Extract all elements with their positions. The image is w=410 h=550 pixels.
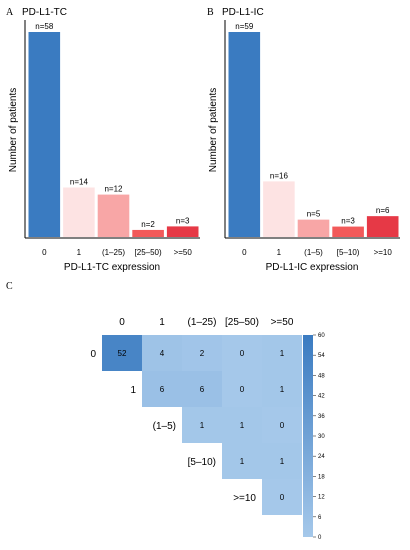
heatmap-value-3-4: 1	[280, 457, 285, 466]
panel-letter-b: B	[207, 7, 214, 18]
heatmap-value-4-4: 0	[280, 493, 285, 502]
panel-a-data-label-2: n=12	[104, 185, 123, 194]
panel-b-x-tick-3: [5–10)	[337, 248, 360, 257]
heatmap-cell-1-3	[222, 371, 262, 407]
heatmap-cell-0-1	[142, 335, 182, 371]
panel-c: C 52 4 2 0 16 6 0 11 1 01 100 1 (1–25) [25–50) >=5001(…	[6, 281, 325, 541]
heatmap-value-0-4: 1	[280, 349, 285, 358]
heatmap-value-1-1: 6	[160, 385, 165, 394]
panel-a-bar-2	[97, 194, 130, 237]
heatmap-cell-1-4	[262, 371, 302, 407]
heatmap-value-0-1: 4	[160, 349, 165, 358]
panel-a-x-tick-1: 1	[77, 248, 82, 257]
panel-a-x-tick-4: >=50	[174, 248, 193, 257]
colorbar-tick-2: 48	[318, 373, 325, 379]
heatmap-row-label-0: 0	[90, 349, 96, 360]
heatmap-row-label-4: >=10	[233, 493, 256, 504]
heatmap-cell-0-3	[222, 335, 262, 371]
heatmap-column-label-1: 1	[159, 317, 165, 328]
colorbar-tick-9: 6	[318, 515, 322, 521]
heatmap-value-1-3: 0	[240, 385, 245, 394]
panel-letter-a: A	[6, 7, 14, 18]
panel-b-x-tick-2: (1–5)	[304, 248, 323, 257]
panel-b-title: PD-L1-IC	[222, 7, 264, 18]
panel-a-data-label-1: n=14	[70, 178, 89, 187]
heatmap-value-1-2: 6	[200, 385, 205, 394]
panel-a-data-label-3: n=2	[141, 220, 155, 229]
heatmap-value-2-2: 1	[200, 421, 205, 430]
panel-b-data-label-0: n=59	[235, 22, 254, 31]
heatmap-value-0-2: 2	[200, 349, 205, 358]
panel-a-x-tick-3: [25–50)	[135, 248, 162, 257]
colorbar-tick-4: 36	[318, 414, 325, 420]
panel-a-x-tick-0: 0	[42, 248, 47, 257]
heatmap-cell-1-2	[182, 371, 222, 407]
panel-a-title: PD-L1-TC	[22, 7, 67, 18]
colorbar-tick-1: 54	[318, 353, 325, 359]
heatmap-value-3-3: 1	[240, 457, 245, 466]
colorbar-tick-0: 60	[318, 333, 325, 339]
heatmap-column-label-0: 0	[119, 317, 125, 328]
panel-b-bars: n=59 0 n=16 1 n=5 (1–5) n=3 [5–10) n=6 >=10	[228, 22, 399, 257]
heatmap-row-label-1: 1	[130, 385, 136, 396]
panel-a-x-tick-2: (1–25)	[102, 248, 125, 257]
panel-a: A PD-L1-TC Number of patients PD-L1-TC e…	[6, 7, 200, 273]
panel-b-data-label-1: n=16	[270, 171, 289, 180]
panel-b-x-tick-1: 1	[277, 248, 282, 257]
panel-a-data-label-4: n=3	[176, 216, 190, 225]
panel-b: B PD-L1-IC Number of patients PD-L1-IC e…	[207, 7, 400, 273]
panel-a-bar-1	[63, 187, 95, 237]
panel-letter-c: C	[6, 281, 13, 292]
heatmap-column-label-4: >=50	[271, 317, 294, 328]
heatmap-cell-2-2	[182, 407, 222, 443]
panel-b-bar-0	[228, 32, 261, 237]
heatmap-value-2-3: 1	[240, 421, 245, 430]
panel-a-x-label: PD-L1-TC expression	[64, 262, 160, 273]
heatmap-column-label-2: (1–25)	[188, 317, 217, 328]
heatmap-column-label-3: [25–50)	[225, 317, 259, 328]
panel-a-bar-0	[28, 32, 61, 237]
panel-b-bar-2	[297, 219, 330, 237]
colorbar-tick-6: 24	[318, 454, 325, 460]
heatmap-cell-3-4	[262, 443, 302, 479]
heatmap-cell-0-0	[102, 335, 142, 371]
panel-a-bar-3	[132, 229, 164, 237]
heatmap-value-1-4: 1	[280, 385, 285, 394]
panel-a-bar-4	[166, 226, 199, 237]
heatmap-row-label-2: (1–5)	[153, 421, 176, 432]
panel-b-bar-4	[366, 216, 399, 237]
colorbar-tick-8: 12	[318, 495, 325, 501]
colorbar-tick-3: 42	[318, 394, 325, 400]
colorbar-gradient	[303, 335, 313, 537]
panel-b-data-label-2: n=5	[307, 210, 321, 219]
colorbar-tick-5: 30	[318, 434, 325, 440]
panel-b-x-tick-4: >=10	[374, 248, 393, 257]
panel-a-bars: n=58 0 n=14 1 n=12 (1–25) n=2 [25–50) n=3 >=50	[28, 22, 199, 257]
heatmap-value-0-3: 0	[240, 349, 245, 358]
panel-b-data-label-3: n=3	[341, 217, 355, 226]
heatmap-cell-2-3	[222, 407, 262, 443]
heatmap-cell-2-4	[262, 407, 302, 443]
panel-b-data-label-4: n=6	[376, 206, 390, 215]
colorbar-tick-10: 0	[318, 535, 322, 541]
heatmap-value-2-4: 0	[280, 421, 285, 430]
heatmap-value-0-0: 52	[118, 349, 127, 358]
heatmap-cell-1-1	[142, 371, 182, 407]
panel-b-bar-3	[332, 226, 364, 237]
heatmap-cell-4-4	[262, 479, 302, 515]
heatmap-row-label-3: [5–10)	[188, 457, 216, 468]
colorbar-tick-7: 18	[318, 474, 325, 480]
panel-c-heatmap: 52 4 2 0 1 6 6 0 1 1 1 0 1 1 0 0 1 (1–25) [25–50) >=50 0 1 (1–…	[90, 317, 302, 515]
panel-b-bar-1	[263, 181, 295, 237]
panel-b-x-label: PD-L1-IC expression	[266, 262, 359, 273]
heatmap-cell-0-2	[182, 335, 222, 371]
panel-b-x-tick-0: 0	[242, 248, 247, 257]
heatmap-cell-3-3	[222, 443, 262, 479]
panel-a-y-label: Number of patients	[8, 88, 19, 173]
heatmap-cell-0-4	[262, 335, 302, 371]
panel-a-data-label-0: n=58	[35, 22, 54, 31]
panel-b-y-label: Number of patients	[208, 88, 219, 173]
